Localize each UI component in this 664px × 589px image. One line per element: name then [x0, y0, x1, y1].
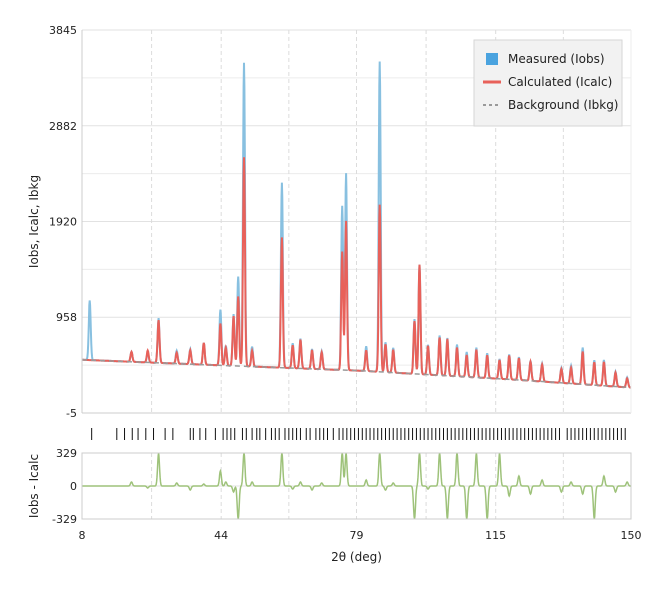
y-tick-label: -5	[66, 407, 77, 420]
legend-label: Background (Ibkg)	[508, 98, 619, 112]
legend: Measured (Iobs) Calculated (Icalc) Backgro…	[473, 39, 623, 127]
x-tick-label: 150	[621, 529, 642, 542]
difference-axis-title: Iobs - Icalc	[27, 454, 41, 518]
legend-swatch-measured	[486, 53, 498, 65]
x-tick-label: 44	[214, 529, 228, 542]
difference-frame	[81, 452, 632, 520]
diff-tick-label: 329	[56, 447, 77, 460]
y-axis-title: Iobs, Icalc, Ibkg	[27, 175, 41, 268]
main-grid	[82, 29, 631, 413]
x-tick-label: 115	[485, 529, 506, 542]
y-tick-label: 2882	[49, 120, 77, 133]
y-tick-label: 3845	[49, 24, 77, 37]
difference-plot-area	[82, 452, 631, 520]
diff-tick-label: -329	[52, 513, 77, 526]
y-tick-label: 1920	[49, 216, 77, 229]
x-tick-label: 8	[79, 529, 86, 542]
main-plot-area	[81, 61, 632, 389]
difference-series-line	[82, 452, 631, 520]
reflection-tick-row	[91, 428, 626, 440]
diff-tick-label: 0	[70, 480, 77, 493]
background-series-line	[81, 359, 632, 389]
legend-label: Measured (Iobs)	[508, 52, 605, 66]
x-tick-label: 79	[350, 529, 364, 542]
y-tick-label: 958	[56, 311, 77, 324]
legend-label: Calculated (Icalc)	[508, 75, 612, 89]
x-axis-title: 2θ (deg)	[331, 550, 382, 564]
